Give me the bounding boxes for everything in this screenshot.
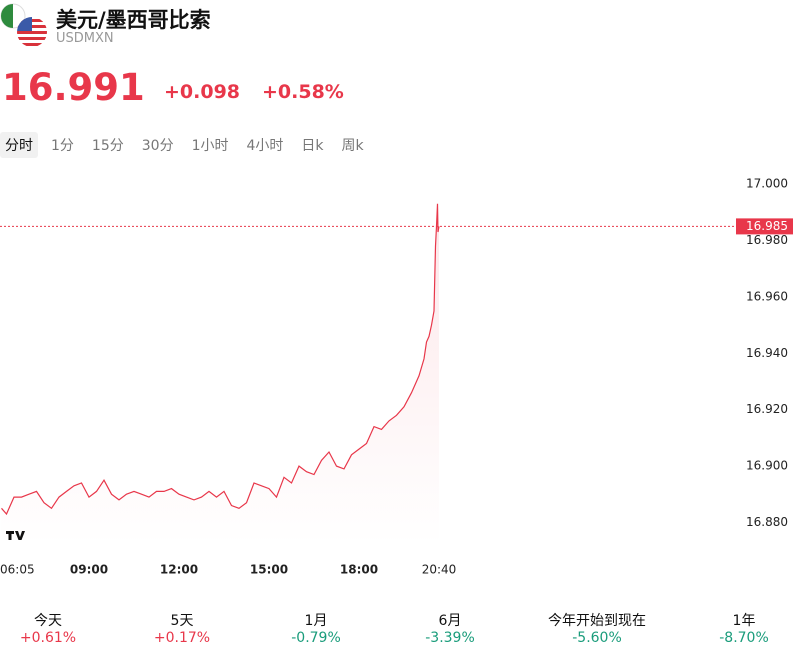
change-pct: +0.58% — [262, 81, 344, 103]
y-tick-label: 16.960 — [746, 289, 788, 303]
perf-value: +0.17% — [153, 630, 211, 646]
change: +0.098 — [164, 81, 241, 103]
price: 16.991 — [2, 66, 145, 109]
x-tick-label: 20:40 — [422, 563, 457, 577]
flag-icon — [0, 3, 47, 47]
perf-label: 今年开始到现在 — [548, 613, 646, 629]
y-tick-label: 17.000 — [746, 177, 788, 191]
area — [1, 203, 439, 546]
perf-cell: 1月 -0.79% — [246, 610, 386, 646]
tab[interactable]: 15分 — [91, 138, 124, 154]
perf-label: 今天 — [34, 613, 62, 629]
x-tick-label: 18:00 — [340, 563, 378, 577]
x-tick-label: 06:05 — [0, 563, 35, 577]
perf-cell: 6月 -3.39% — [380, 610, 520, 646]
tabs: 分时 1分 15分 30分 1小时 4小时 日k 周k — [0, 132, 377, 158]
y-tick-label: 16.880 — [746, 515, 788, 529]
current-label: 16.985 — [746, 219, 788, 233]
perf-value: -0.79% — [291, 630, 341, 646]
perf-cell: 今天 +0.61% — [0, 610, 118, 646]
y-tick-label: 16.920 — [746, 402, 788, 416]
tab[interactable]: 周k — [341, 138, 364, 154]
perf-cell: 1年 -8.70% — [674, 610, 800, 646]
symbol: USDMXN — [56, 31, 114, 46]
price-line — [1, 203, 440, 516]
perf-label: 1年 — [732, 613, 756, 629]
tab[interactable]: 1小时 — [191, 138, 229, 154]
perf-label: 1月 — [304, 613, 328, 629]
tab[interactable]: 1分 — [51, 138, 74, 154]
x-tick-label: 15:00 — [250, 563, 288, 577]
chart: 16.880 16.900 16.920 16.940 16.960 16.980 17.0… — [0, 3, 793, 577]
y-tick-label: 16.940 — [746, 346, 788, 360]
perf-cell: 5天 +0.17% — [112, 610, 252, 646]
tab[interactable]: 30分 — [141, 138, 174, 154]
perf-cell: 今年开始到现在 -5.60% — [527, 610, 667, 646]
x-tick-label: 12:00 — [160, 563, 198, 577]
title: 美元/墨西哥比索 — [56, 8, 211, 32]
performance: 今天 +0.61% 5天 +0.17% 1月 -0.79% 6月 -3.39% 今年开始到现在 -… — [0, 610, 800, 658]
x-tick-label: 09:00 — [70, 563, 108, 577]
tab[interactable]: 4小时 — [246, 138, 284, 154]
current-tag — [736, 218, 793, 235]
tab[interactable]: 日k — [301, 138, 324, 154]
perf-value: +0.61% — [19, 630, 77, 646]
tab[interactable]: 分时 — [0, 132, 38, 158]
y-tick-label: 16.900 — [746, 459, 788, 473]
perf-value: -5.60% — [572, 630, 622, 646]
perf-label: 5天 — [170, 613, 194, 629]
y-tick-label: 16.980 — [746, 233, 788, 247]
perf-label: 6月 — [438, 613, 462, 629]
perf-value: -8.70% — [719, 630, 769, 646]
perf-value: -3.39% — [425, 630, 475, 646]
